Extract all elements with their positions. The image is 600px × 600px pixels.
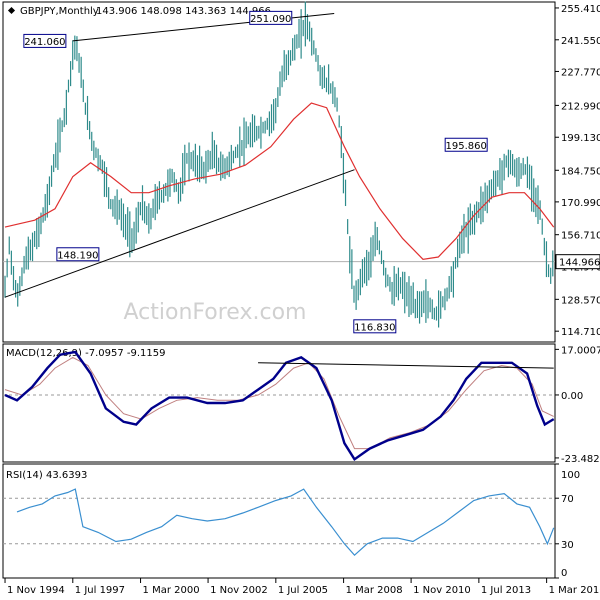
price-y-tick-label: 255.410 xyxy=(561,4,600,15)
price-y-tick-label: 184.750 xyxy=(561,166,600,177)
price-y-tick-label: 212.990 xyxy=(561,101,600,112)
x-tick-label: 1 Jul 2013 xyxy=(481,585,531,596)
last-price-box xyxy=(555,254,600,270)
ohlc-label: 143.906 148.098 143.363 144.966 xyxy=(96,6,271,17)
macd-signal-line xyxy=(4,356,554,450)
macd-y-tick-label: -23.4823 xyxy=(561,454,600,465)
price-annotation-box xyxy=(56,247,100,262)
x-axis: 1 Nov 1994 1 Jul 1997 1 Mar 2000 1 Nov 2002… xyxy=(4,578,600,596)
x-tick-label: 1 Nov 2010 xyxy=(413,585,471,596)
price-annotation-label: 116.830 xyxy=(354,322,395,333)
x-tick-label: 1 Jul 1997 xyxy=(75,585,125,596)
rsi-title: RSI(14) 43.6393 xyxy=(6,470,87,481)
ma-line xyxy=(4,102,555,260)
x-tick-label: 1 Mar 2000 xyxy=(143,585,200,596)
macd-panel: MACD(12,26,9) -7.0957 -9.1159 17.0007 0.0… xyxy=(2,343,600,465)
rsi-y-tick-label: 100 xyxy=(561,470,580,481)
last-price-label: 144.966 xyxy=(559,258,600,269)
price-annotation-box xyxy=(353,319,397,334)
symbol-label: GBPJPY,Monthly xyxy=(20,6,99,17)
rsi-y-tick-label: 0 xyxy=(561,568,567,579)
price-y-tick-label: 156.710 xyxy=(561,231,600,242)
macd-panel-frame xyxy=(2,343,556,463)
x-tick-label: 1 Mar 2016 xyxy=(549,585,600,596)
price-annotation-label: 241.060 xyxy=(24,37,65,48)
price-annotation-box xyxy=(444,137,488,152)
x-tick-label: 1 Jul 2005 xyxy=(278,585,328,596)
watermark: ActionForex.com xyxy=(124,300,307,325)
diamond-icon xyxy=(7,6,16,15)
price-y-tick-label: 241.550 xyxy=(561,36,600,47)
rsi-y-tick-label: 70 xyxy=(561,494,574,505)
rsi-y-tick-label: 30 xyxy=(561,540,574,551)
price-panel-frame xyxy=(2,1,556,343)
x-tick-label: 1 Nov 1994 xyxy=(7,585,65,596)
rsi-panel-frame xyxy=(2,463,556,579)
macd-title: MACD(12,26,9) -7.0957 -9.1159 xyxy=(6,348,166,359)
trendline-2 xyxy=(4,169,355,298)
price-y-tick-label: 170.990 xyxy=(561,198,600,209)
price-y-tick-label: 227.770 xyxy=(561,67,600,78)
price-y-tick-label: 114.710 xyxy=(561,327,600,338)
price-annotation-box xyxy=(249,10,293,25)
price-y-tick-label: 128.570 xyxy=(561,295,600,306)
rsi-panel: RSI(14) 43.6393 100 70 30 0 xyxy=(2,463,580,579)
x-tick-label: 1 Mar 2008 xyxy=(346,585,403,596)
macd-trendline xyxy=(258,362,554,369)
price-annotation-box xyxy=(23,33,67,48)
price-annotation-label: 195.860 xyxy=(445,141,486,152)
macd-y-tick-label: 0.00 xyxy=(561,391,583,402)
price-annotation-label: 148.190 xyxy=(57,250,98,261)
price-annotation-label: 251.090 xyxy=(250,14,291,25)
macd-line xyxy=(4,350,555,462)
rsi-line xyxy=(16,488,555,557)
price-y-tick-label: 199.130 xyxy=(561,133,600,144)
x-tick-label: 1 Nov 2002 xyxy=(210,585,268,596)
price-panel: GBPJPY,Monthly 143.906 148.098 143.363 1… xyxy=(2,1,600,343)
macd-y-tick-label: 17.0007 xyxy=(561,345,600,356)
